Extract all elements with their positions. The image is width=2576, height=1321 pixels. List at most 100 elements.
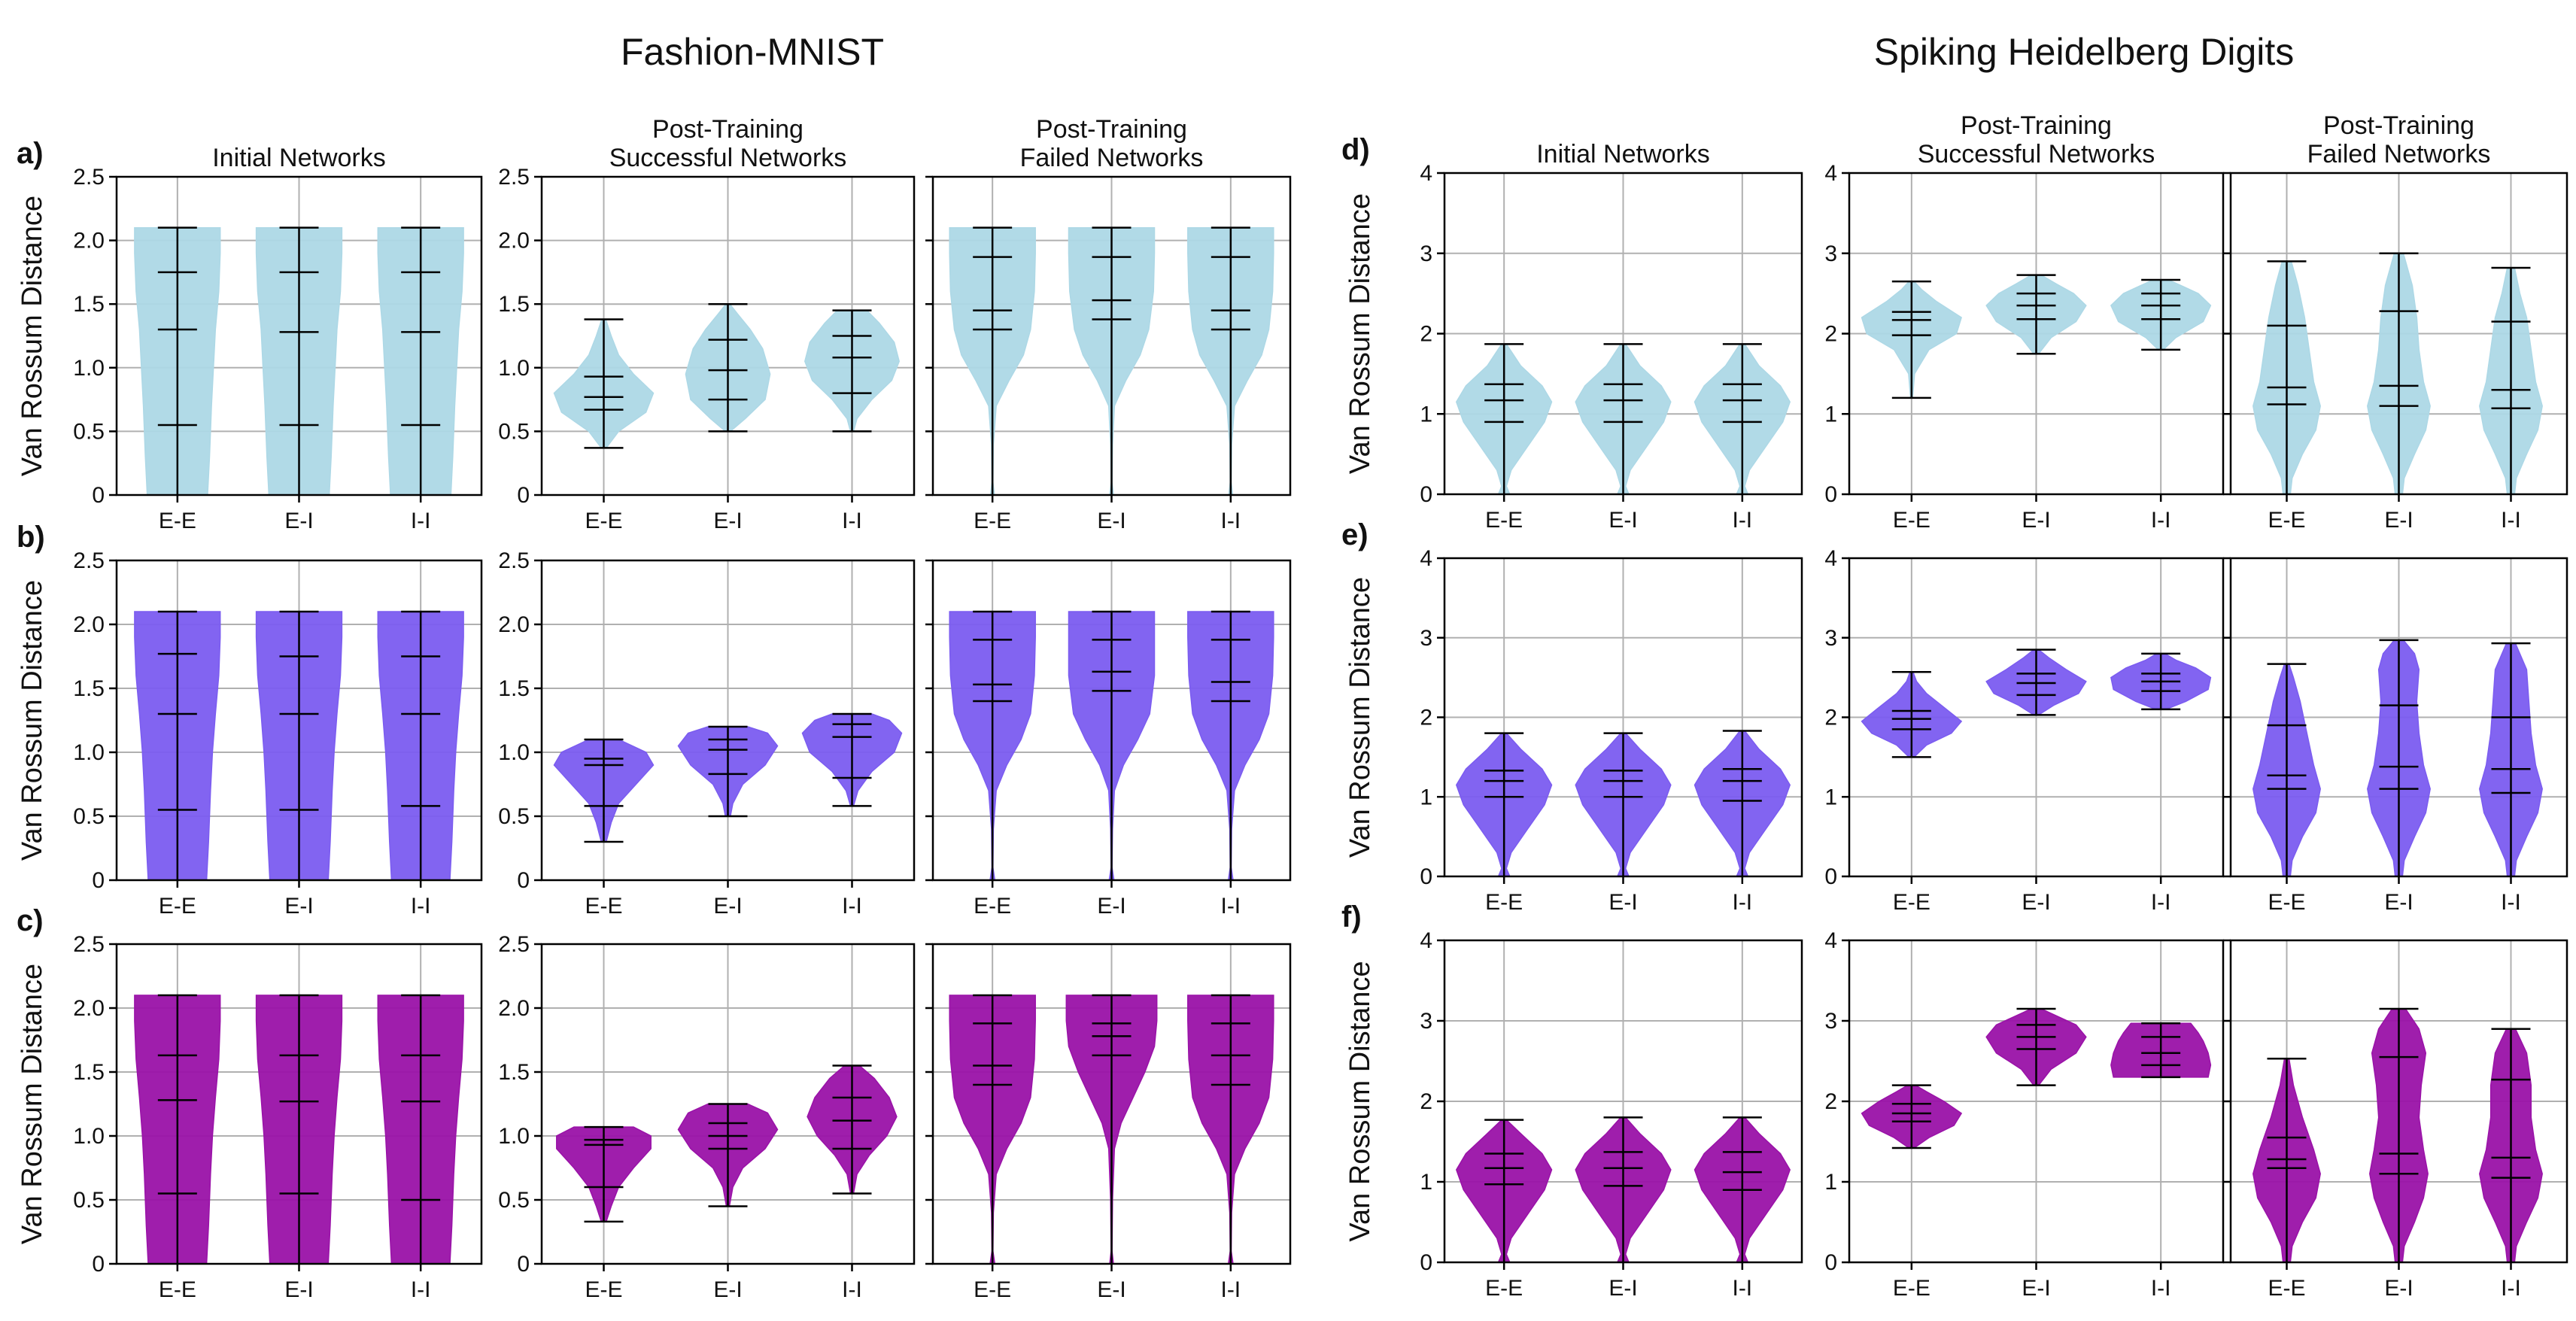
y-tick-label: 0 [1824, 482, 1837, 507]
x-tick-label: E-I [284, 509, 313, 533]
y-axis-label: Van Rossum Distance [1344, 961, 1376, 1241]
x-tick-label: I-I [842, 894, 862, 919]
y-tick-label: 2 [1420, 706, 1432, 730]
y-tick-label: 1.5 [498, 292, 530, 317]
panel-b2: 0 0.5 1.0 1.5 2.0 2.5 E-E E-I I-I [498, 548, 916, 919]
x-tick-label: E-E [585, 1277, 622, 1302]
x-tick-label: E-E [2268, 890, 2305, 915]
y-tick-label: 4 [1824, 546, 1837, 571]
x-tick-label: E-I [2384, 1276, 2413, 1301]
x-tick-label: E-E [1893, 508, 1930, 533]
x-tick-label: E-E [974, 1277, 1011, 1302]
y-tick-label: 2 [1824, 322, 1837, 347]
y-tick-label: 0.5 [498, 419, 530, 444]
panel-b3: E-E E-I I-I [925, 559, 1292, 919]
y-axis-label: Van Rossum Distance [17, 196, 48, 476]
x-tick-label: E-E [159, 894, 196, 919]
y-tick-label: 1 [1824, 402, 1837, 427]
panel-title: Post-Training [652, 115, 803, 144]
y-tick-label: 1.5 [73, 292, 105, 317]
panel-e1: 0 1 2 3 4 E-E E-I I-I Van Rossum Distance e) [1341, 518, 1803, 915]
y-tick-label: 1 [1420, 785, 1432, 809]
y-tick-label: 2 [1420, 322, 1432, 347]
y-tick-label: 1 [1824, 785, 1837, 809]
y-tick-label: 0.5 [498, 804, 530, 829]
panel-c3: E-E E-I I-I [925, 943, 1292, 1302]
panel-title: Post-Training [1036, 115, 1187, 144]
x-tick-label: E-E [1485, 1276, 1523, 1301]
panel-a2: 0 0.5 1.0 1.5 2.0 2.5 E-E E-I I-I Post-TrainingSu… [498, 115, 916, 533]
y-tick-label: 0 [92, 483, 105, 508]
x-tick-label: E-I [2022, 1276, 2050, 1301]
y-tick-label: 2.5 [73, 548, 105, 573]
y-tick-label: 0 [517, 483, 530, 508]
y-tick-label: 1.0 [73, 1124, 105, 1149]
y-tick-label: 3 [1824, 1009, 1837, 1034]
y-tick-label: 3 [1824, 241, 1837, 266]
x-tick-label: I-I [1732, 890, 1752, 915]
panel-e3: E-E E-I I-I [2223, 557, 2568, 915]
y-tick-label: 1.0 [498, 356, 530, 381]
y-tick-label: 2 [1420, 1089, 1432, 1114]
panel-title: Initial Networks [212, 144, 386, 172]
x-tick-label: E-I [1097, 894, 1125, 919]
panel-c1: 0 0.5 1.0 1.5 2.0 2.5 E-E E-I I-I Van Rossum Dist… [17, 904, 483, 1302]
panel-d1: 0 1 2 3 4 E-E E-I I-I Initial Networks Van Rossum… [1341, 133, 1803, 533]
panel-title: Post-Training [2323, 111, 2474, 140]
y-tick-label: 1.0 [73, 356, 105, 381]
x-tick-label: I-I [411, 509, 431, 533]
panel-a1: 0 0.5 1.0 1.5 2.0 2.5 E-E E-I I-I Initial Network… [17, 137, 483, 533]
panel-title: Failed Networks [1020, 144, 1204, 172]
x-tick-label: I-I [2151, 890, 2171, 915]
y-tick-label: 4 [1420, 161, 1432, 186]
y-tick-label: 3 [1824, 626, 1837, 651]
y-tick-label: 0 [517, 868, 530, 893]
y-tick-label: 1.5 [498, 676, 530, 701]
x-tick-label: I-I [1732, 1276, 1752, 1301]
x-tick-label: E-E [1893, 1276, 1930, 1301]
panel-f3: E-E E-I I-I [2223, 939, 2568, 1301]
panel-title: Successful Networks [1918, 140, 2155, 169]
panel-f2: 0 1 2 3 4 E-E E-I I-I [1824, 928, 2225, 1301]
x-tick-label: E-E [1485, 508, 1523, 533]
y-tick-label: 2.5 [73, 932, 105, 957]
y-tick-label: 2.5 [73, 165, 105, 190]
x-tick-label: E-I [2022, 508, 2050, 533]
right-dataset-title: Spiking Heidelberg Digits [1874, 31, 2295, 73]
x-tick-label: I-I [1732, 508, 1752, 533]
panel-title: Failed Networks [2307, 140, 2491, 169]
panel-c2: 0 0.5 1.0 1.5 2.0 2.5 E-E E-I I-I [498, 932, 916, 1302]
y-tick-label: 2.0 [73, 612, 105, 637]
x-tick-label: I-I [2501, 1276, 2521, 1301]
row-label: f) [1341, 900, 1362, 934]
y-tick-label: 0 [1824, 1250, 1837, 1275]
x-tick-label: I-I [2501, 890, 2521, 915]
x-tick-label: E-I [2022, 890, 2050, 915]
x-tick-label: E-E [1485, 890, 1523, 915]
x-tick-label: E-E [974, 509, 1011, 533]
panel-b1: 0 0.5 1.0 1.5 2.0 2.5 E-E E-I I-I Van Rossum Dist… [17, 521, 483, 919]
y-tick-label: 2.5 [498, 932, 530, 957]
y-tick-label: 1.5 [73, 1060, 105, 1085]
x-tick-label: I-I [1220, 894, 1241, 919]
y-tick-label: 3 [1420, 1009, 1432, 1034]
y-tick-label: 2 [1824, 706, 1837, 730]
y-tick-label: 1.0 [498, 740, 530, 765]
y-tick-label: 0 [1824, 864, 1837, 889]
x-tick-label: E-I [713, 894, 742, 919]
y-tick-label: 0 [92, 868, 105, 893]
y-tick-label: 3 [1420, 626, 1432, 651]
left-dataset-title: Fashion-MNIST [621, 31, 884, 73]
y-tick-label: 2.0 [73, 229, 105, 254]
x-tick-label: E-I [284, 1277, 313, 1302]
y-tick-label: 2.0 [498, 612, 530, 637]
y-tick-label: 2 [1824, 1089, 1837, 1114]
x-tick-label: E-I [2384, 508, 2413, 533]
y-tick-label: 1 [1420, 1170, 1432, 1195]
x-tick-label: E-I [1608, 508, 1637, 533]
x-tick-label: E-I [1608, 1276, 1637, 1301]
x-tick-label: E-I [713, 509, 742, 533]
y-tick-label: 4 [1420, 546, 1432, 571]
